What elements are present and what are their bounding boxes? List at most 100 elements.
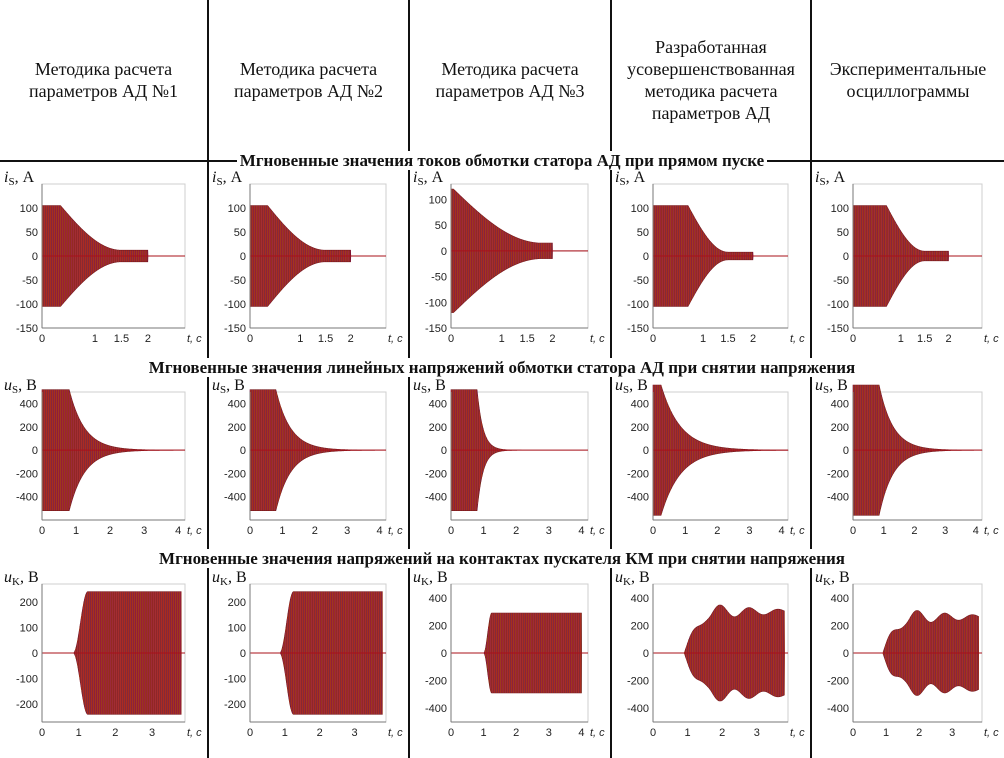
x-tick-label: 3 [942,525,948,537]
x-tick-label: 0 [650,525,656,537]
x-tick-label: 2 [513,727,519,739]
y-tick-label: 0 [643,648,649,660]
x-tick-label: 1 [279,525,285,537]
x-tick-label: 1 [481,727,487,739]
row-title-stator-voltages: Мгновенные значения линейных напряжений … [0,358,1004,378]
y-axis-label: uS, В [212,377,245,396]
x-tick-label: 1 [898,333,904,345]
y-tick-label: 0 [843,648,849,660]
y-axis-label: uK, В [413,569,448,588]
y-tick-label: 200 [20,597,38,609]
x-axis-label: t, с [984,333,999,345]
header-experimental: Экспериментальные осциллограммы [829,59,987,101]
y-tick-label: 100 [228,622,246,634]
column-divider [810,0,812,758]
y-tick-label: 0 [843,445,849,457]
x-tick-label: 0 [39,727,45,739]
y-tick-label: 400 [20,399,38,411]
x-axis-label: t, с [984,727,999,739]
y-tick-label: 200 [228,422,246,434]
x-axis-label: t, с [187,727,202,739]
x-tick-label: 4 [578,525,584,537]
y-tick-label: 200 [429,422,447,434]
x-tick-label: 2 [916,727,922,739]
y-tick-label: -100 [224,674,246,686]
x-tick-label: 0 [850,727,856,739]
x-tick-label: 1.5 [917,333,932,345]
y-tick-label: 200 [831,422,849,434]
x-tick-label: 0 [448,727,454,739]
oscillogram-r2-c5: 400 200 0 -200 -400 0 1 2 3 4 t, с uS, В [815,377,999,537]
x-tick-label: 1.5 [318,333,333,345]
row-title-contact-voltages-text: Мгновенные значения напряжений на контак… [156,549,848,568]
y-tick-label: -50 [22,275,38,287]
x-tick-label: 0 [448,333,454,345]
y-tick-label: -50 [633,275,649,287]
x-tick-label: 2 [312,525,318,537]
x-tick-label: 4 [376,525,382,537]
y-tick-label: -200 [425,676,447,688]
x-tick-label: 1 [297,333,303,345]
x-tick-label: 1 [883,727,889,739]
x-tick-label: 3 [352,727,358,739]
x-tick-label: 1 [700,333,706,345]
y-axis-label: uS, В [815,377,848,396]
x-axis-label: t, с [790,333,805,345]
y-tick-label: -50 [833,275,849,287]
y-tick-label: 100 [831,203,849,215]
row-title-currents-text: Мгновенные значения токов обмотки статор… [236,151,768,170]
header-method-3: Методика расчета параметров АД №3 [435,59,585,101]
y-tick-label: -50 [230,275,246,287]
x-axis-label: t, с [187,525,202,537]
y-tick-label: 0 [441,246,447,258]
y-tick-label: 0 [843,251,849,263]
x-tick-label: 4 [175,525,181,537]
x-tick-label: 1.5 [720,333,735,345]
y-tick-label: 50 [637,227,649,239]
y-tick-label: -400 [425,703,447,715]
y-tick-label: 400 [631,399,649,411]
oscillogram-r2-c1: 400 200 0 -200 -400 0 1 2 3 4 t, с uS, В [4,377,202,537]
y-axis-label: iS, А [212,169,243,188]
y-tick-label: -100 [16,299,38,311]
oscillogram-r3-c2: 200 100 0 -100 -200 0 1 2 3 t, с uK, В [212,569,403,739]
x-tick-label: 1 [881,525,887,537]
y-tick-label: 50 [435,220,447,232]
y-tick-label: -100 [425,297,447,309]
y-tick-label: 400 [228,399,246,411]
x-axis-label: t, с [388,333,403,345]
y-tick-label: -400 [16,492,38,504]
x-axis-label: t, с [590,727,605,739]
y-tick-label: 200 [429,620,447,632]
header-method-1: Методика расчета параметров АД №1 [28,59,179,101]
x-tick-label: 3 [754,727,760,739]
x-axis-label: t, с [388,727,403,739]
y-tick-label: 0 [441,445,447,457]
x-tick-label: 2 [513,525,519,537]
x-tick-label: 1 [92,333,98,345]
y-tick-label: 200 [631,422,649,434]
column-divider [207,0,209,758]
y-tick-label: 100 [631,203,649,215]
x-tick-label: 1 [499,333,505,345]
x-tick-label: 2 [945,333,951,345]
x-tick-label: 0 [39,333,45,345]
y-tick-label: 400 [429,593,447,605]
y-tick-label: -150 [425,323,447,335]
x-tick-label: 3 [746,525,752,537]
y-tick-label: -400 [224,492,246,504]
y-tick-label: -150 [224,323,246,335]
y-tick-label: 0 [240,648,246,660]
y-tick-label: 400 [831,593,849,605]
x-tick-label: 0 [850,333,856,345]
y-tick-label: 0 [643,251,649,263]
y-tick-label: 400 [631,593,649,605]
y-tick-label: 0 [32,445,38,457]
x-tick-label: 1.5 [519,333,534,345]
y-tick-label: 50 [837,227,849,239]
x-axis-label: t, с [790,727,805,739]
